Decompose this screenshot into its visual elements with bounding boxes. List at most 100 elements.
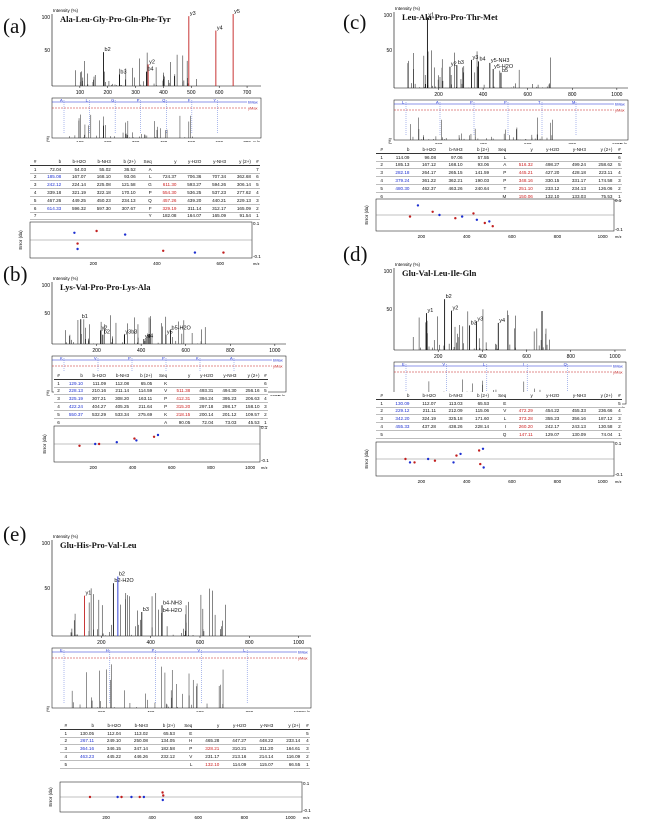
table-cell: Y xyxy=(136,212,153,221)
error-bottom-tick: -0.1 xyxy=(253,254,261,259)
table-header-cell: b-NH3 xyxy=(107,372,131,380)
table-cell xyxy=(37,212,63,221)
table-header-cell: b-H2O xyxy=(84,372,108,380)
table-row: 5 467.26 449.25 450.23 234.13 Q 457.26 439.20 44… xyxy=(30,196,260,205)
panel-label: (b) xyxy=(3,262,28,286)
table-cell: 450.23 xyxy=(87,196,113,205)
table-cell: 129.10 xyxy=(61,379,85,388)
table-cell: 7 xyxy=(252,165,260,174)
peak-label: b4-H2O xyxy=(163,608,183,614)
table-header-cell: b xyxy=(68,722,96,730)
error-axis-label: Error (da) xyxy=(18,230,23,250)
table-cell: 3 xyxy=(301,744,310,754)
error-point xyxy=(408,215,412,218)
table-header-cell: y (2+) xyxy=(274,722,302,730)
mass-error-plot: 0.1 -0.1 Error (da) 200 400 600 800 1000 m/z xyxy=(42,425,269,470)
intensity-axis-label: Intensity (%) xyxy=(395,262,421,267)
error-x-tick-label: 600 xyxy=(168,465,176,470)
table-cell: 232.12 xyxy=(149,752,177,761)
peptide-sequence-title: Lys-Val-Pro-Pro-Lys-Ala xyxy=(60,282,151,292)
mirror-x-tick-label: 400 xyxy=(147,710,155,712)
table-row: 1 130.09 112.07 113.03 65.53 E 5 xyxy=(376,399,622,408)
table-cell: 5 xyxy=(613,399,622,408)
table-header-cell: b (2+) xyxy=(463,146,491,154)
table-cell xyxy=(95,760,123,769)
peak-label: b5 xyxy=(502,68,508,74)
error-point xyxy=(475,218,479,221)
table-row: 2 185.08 167.07 168.10 93.06 L 724.37 706.36 707… xyxy=(30,173,260,182)
residue-label: I xyxy=(523,362,524,367)
table-row: 3 242.12 224.14 225.08 121.58 G 611.30 593.27 59… xyxy=(30,180,260,190)
table-cell: 322.18 xyxy=(87,188,113,197)
table-cell: 229.13 xyxy=(227,196,253,205)
table-header-row: # b b-H2O b-NH3 b (2+) Seq y y-H2O y-NH3 y (2+) # xyxy=(54,372,268,380)
table-cell: 211.11 xyxy=(410,407,438,416)
table-cell: 112.04 xyxy=(95,729,123,738)
table-cell: K xyxy=(153,410,169,419)
table-cell: V xyxy=(490,407,508,416)
table-cell: 45.53 xyxy=(237,418,261,427)
error-x-tick-label: 200 xyxy=(90,261,98,266)
table-cell xyxy=(214,379,238,388)
table-cell: 55.02 xyxy=(87,165,113,174)
error-x-tick-label: 600 xyxy=(508,479,516,484)
table-cell: 356.16 xyxy=(560,414,588,424)
table-header-cell: y-NH3 xyxy=(214,372,238,380)
table-cell: 243.13 xyxy=(560,422,588,431)
table-cell: 211.14 xyxy=(107,387,131,396)
table-cell: 36.52 xyxy=(112,165,137,174)
x-tick-label: 200 xyxy=(434,92,443,98)
table-header-cell: b-H2O xyxy=(410,392,438,400)
table-cell: 462.37 xyxy=(410,184,438,193)
table-cell xyxy=(384,430,411,439)
table-cell: 361.22 xyxy=(410,176,438,185)
table-cell: 236.66 xyxy=(587,407,614,416)
table-cell: 249.10 xyxy=(95,737,123,746)
peak-label: b2 xyxy=(104,330,110,336)
error-axis-label: Error (da) xyxy=(48,787,53,807)
mirror-x-tick-label: 700 xyxy=(243,140,251,142)
table-cell: 422.24 xyxy=(61,402,85,411)
mirror-plot-frame xyxy=(51,647,312,709)
error-point xyxy=(76,247,79,251)
table-header-cell: # xyxy=(260,372,268,380)
table-row: 4 339.18 321.19 322.18 170.10 P 554.30 536.25 53… xyxy=(30,188,260,197)
error-point xyxy=(222,251,225,254)
table-header-row: # b b-H2O b-NH3 b (2+) Seq y y-H2O y-NH3 y (2+) # xyxy=(30,158,260,166)
table-header-cell: # xyxy=(54,372,62,380)
table-cell: F xyxy=(136,204,153,213)
table-cell: 258.62 xyxy=(587,161,614,170)
table-cell: 3 xyxy=(252,196,260,205)
table-cell: 65.05 xyxy=(130,379,154,388)
table-cell: 428.18 xyxy=(560,168,588,178)
residue-label: Y xyxy=(213,98,216,103)
table-cell: 4 xyxy=(260,394,268,404)
peak-label: b4-NH3 xyxy=(163,600,182,606)
residue-label: L xyxy=(402,100,405,105)
table-cell: 6 xyxy=(260,379,268,388)
table-cell: 362.68 xyxy=(227,173,253,182)
table-cell: 182.08 xyxy=(152,212,178,221)
x-tick-label: 700 xyxy=(243,90,252,96)
ymax-label: yMax xyxy=(613,370,623,375)
error-point xyxy=(156,433,160,437)
residue-label: E xyxy=(402,362,405,367)
table-cell: 4 xyxy=(376,176,385,185)
table-cell: 373.28 xyxy=(507,414,535,424)
table-cell xyxy=(202,165,228,174)
table-cell: 437.28 xyxy=(410,422,438,431)
table-cell: 2 xyxy=(301,752,310,761)
table-cell: 3 xyxy=(30,180,38,190)
table-header-cell: b-H2O xyxy=(95,722,123,730)
table-cell: 2 xyxy=(260,410,268,419)
x-tick-label: 600 xyxy=(182,348,191,354)
error-point xyxy=(483,221,486,225)
table-cell xyxy=(227,165,253,174)
error-point xyxy=(161,798,164,802)
error-mz-label: m/z xyxy=(253,261,259,266)
y-tick-label: 100 xyxy=(42,541,51,547)
intensity-axis-label: Intensity (%) xyxy=(53,534,79,539)
table-cell xyxy=(84,418,108,427)
table-cell: 130.09 xyxy=(384,399,411,408)
error-point xyxy=(472,212,475,215)
